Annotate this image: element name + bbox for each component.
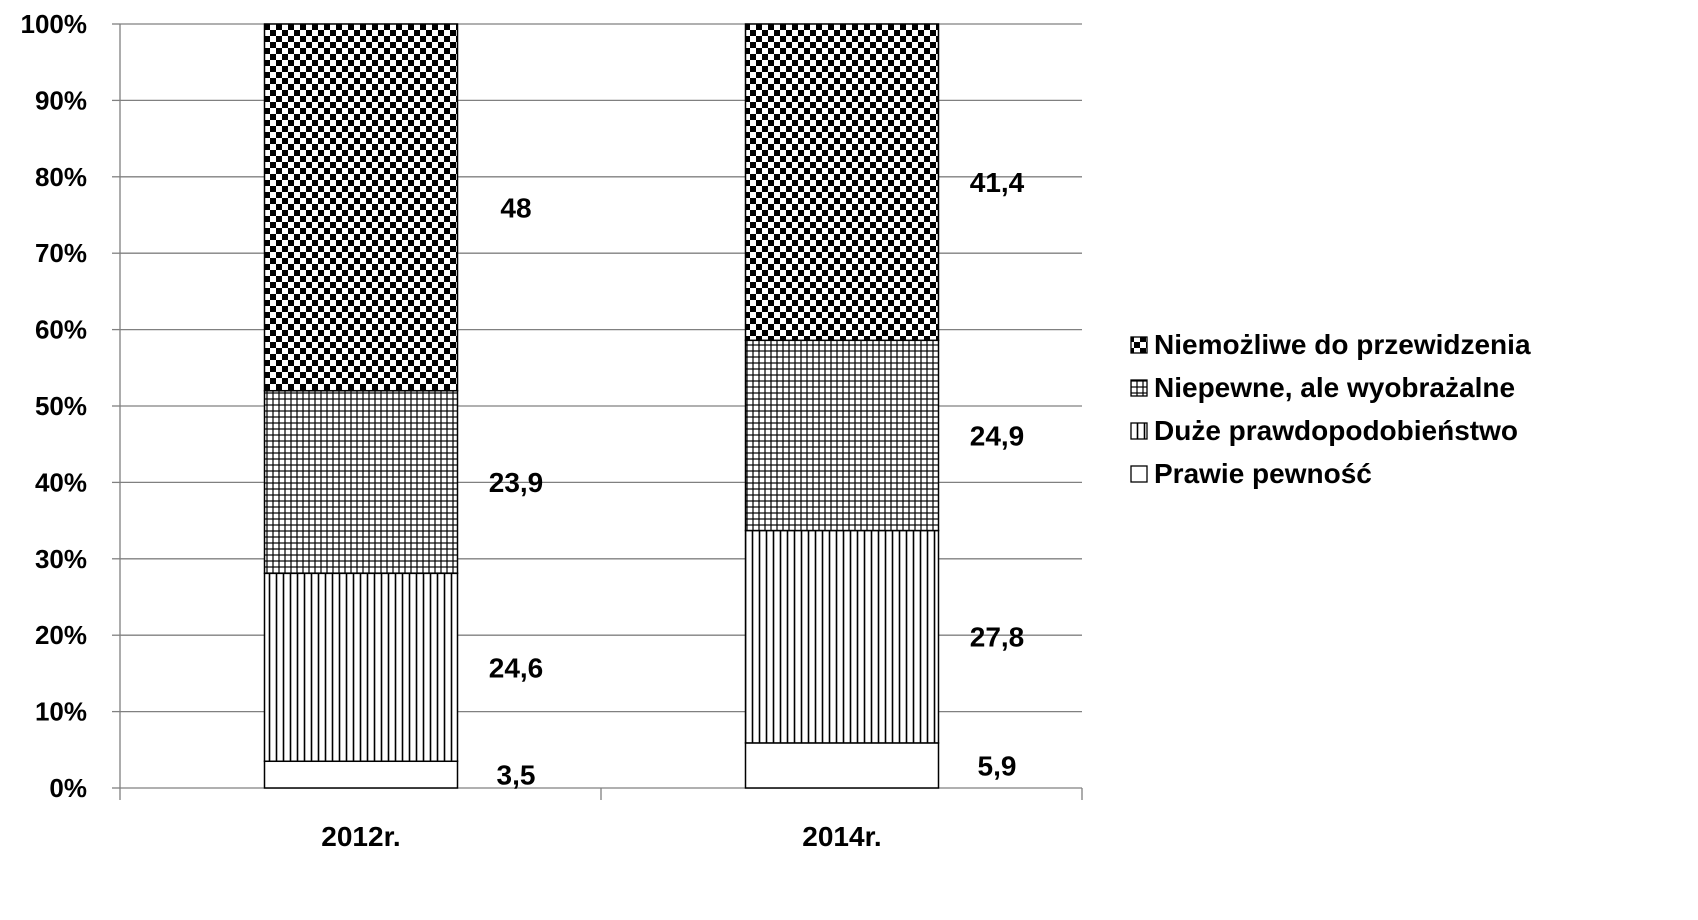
- data-label: 24,9: [970, 420, 1025, 451]
- data-label: 48: [500, 192, 531, 223]
- bar-segment-prawie-pewnosc: [744, 742, 940, 789]
- data-label: 3,5: [497, 760, 536, 791]
- data-labels: 3,5 24,6 23,9 48 5,9 27,8 24,9 41,4: [489, 167, 1025, 790]
- y-tick-label: 20%: [35, 620, 87, 650]
- x-tick-label: 2014r.: [802, 821, 881, 852]
- legend-item-niemozliwe-do-przewidzenia: Niemożliwe do przewidzenia: [1130, 329, 1531, 360]
- bar-segment-duze-prawdopodobienstwo: [744, 529, 940, 744]
- legend-label: Niepewne, ale wyobrażalne: [1154, 372, 1515, 403]
- legend-item-duze-prawdopodobienstwo: Duże prawdopodobieństwo: [1130, 415, 1518, 446]
- axes: 0% 10% 20% 30% 40% 50% 60% 70% 80% 90% 100% 2012r. 2…: [21, 9, 1083, 852]
- legend-item-niepewne-ale-wyobrazalne: Niepewne, ale wyobrażalne: [1130, 372, 1515, 403]
- data-label: 5,9: [978, 750, 1017, 781]
- x-tick-label: 2012r.: [321, 821, 400, 852]
- data-label: 41,4: [970, 167, 1025, 198]
- y-tick-label: 0%: [49, 773, 87, 803]
- legend-label: Niemożliwe do przewidzenia: [1154, 329, 1531, 360]
- legend-swatch: [1130, 465, 1148, 483]
- y-tick-label: 50%: [35, 391, 87, 421]
- legend-swatch: [1130, 422, 1148, 440]
- data-label: 24,6: [489, 652, 544, 683]
- legend-item-prawie-pewnosc: Prawie pewność: [1130, 458, 1372, 489]
- bar-segment-niepewne-ale-wyobrazalne: [263, 389, 459, 575]
- y-tick-label: 70%: [35, 238, 87, 268]
- bar-segment-duze-prawdopodobienstwo: [263, 572, 459, 763]
- y-tick-label: 80%: [35, 162, 87, 192]
- bar-segment-niemozliwe-do-przewidzenia: [263, 23, 459, 392]
- y-tick-label: 40%: [35, 467, 87, 497]
- legend-label: Prawie pewność: [1154, 458, 1372, 489]
- y-tick-label: 30%: [35, 544, 87, 574]
- y-tick-label: 100%: [21, 9, 88, 39]
- y-tick-label: 10%: [35, 697, 87, 727]
- bars: [263, 23, 940, 789]
- y-tick-label: 90%: [35, 85, 87, 115]
- data-label: 23,9: [489, 467, 544, 498]
- data-label: 27,8: [970, 622, 1025, 653]
- legend: Niemożliwe do przewidzenia Niepewne, ale …: [1130, 329, 1531, 489]
- legend-swatch: [1130, 379, 1148, 397]
- bar-segment-niemozliwe-do-przewidzenia: [744, 23, 940, 342]
- bar-segment-niepewne-ale-wyobrazalne: [744, 339, 940, 532]
- legend-swatch: [1130, 336, 1148, 354]
- y-tick-label: 60%: [35, 315, 87, 345]
- legend-label: Duże prawdopodobieństwo: [1154, 415, 1518, 446]
- bar-segment-prawie-pewnosc: [263, 760, 459, 789]
